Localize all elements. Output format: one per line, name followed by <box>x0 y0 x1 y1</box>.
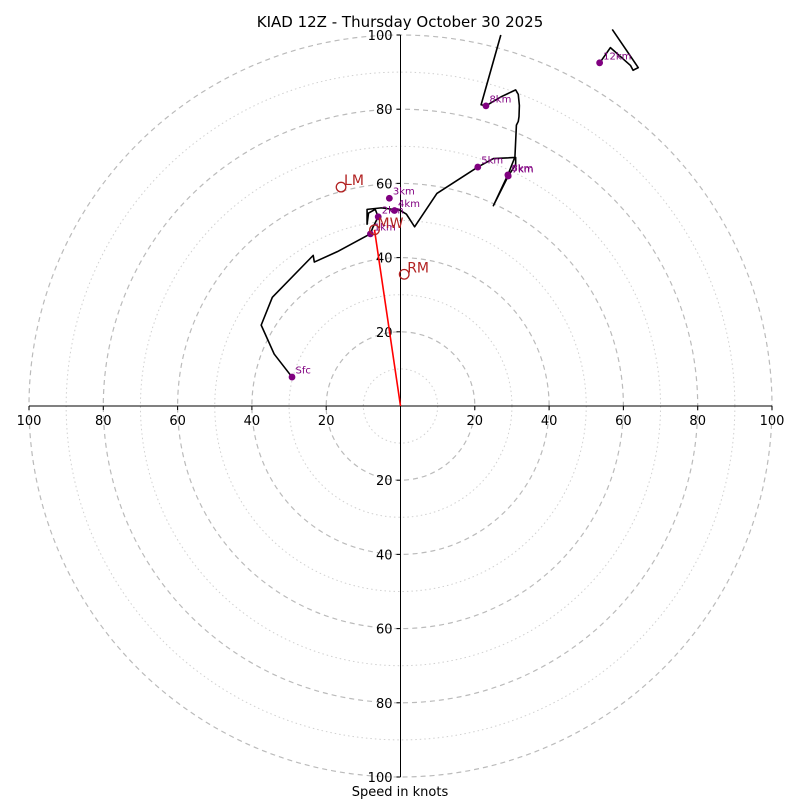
chart-title: KIAD 12Z - Thursday October 30 2025 <box>257 13 544 31</box>
height-marker-dot <box>482 102 490 110</box>
y-tick-label: 100 <box>368 29 393 44</box>
y-tick-label: 80 <box>376 697 393 712</box>
tick-labels: 100 80 60 40 20 20 40 60 80 100100806040202040608… <box>17 29 785 786</box>
height-marker-label: 7km <box>512 164 534 175</box>
x-tick-label: 80 <box>95 414 112 429</box>
height-marker-dot <box>374 213 382 221</box>
x-tick-label: 80 <box>689 414 706 429</box>
height-marker-label: 4km <box>398 199 420 210</box>
height-marker-label: 8km <box>489 94 511 105</box>
height-marker-dot <box>596 59 604 67</box>
height-marker-label: 5km <box>481 156 503 167</box>
height-marker-dot <box>367 230 374 238</box>
y-tick-label: 20 <box>376 474 393 489</box>
height-markers: Sfc1km2km3km4km5km6km7km8km12km <box>288 51 631 381</box>
x-tick-label: 100 <box>760 414 785 429</box>
storm-motion-marker <box>369 224 380 236</box>
height-marker-label: 12km <box>603 51 631 62</box>
height-marker-label: 6km <box>511 163 533 174</box>
shear-vector <box>373 229 402 407</box>
height-marker-label: 3km <box>393 187 415 198</box>
x-tick-label: 20 <box>318 414 335 429</box>
x-tick-label: 40 <box>244 414 261 429</box>
storm-motion-marker <box>398 268 410 280</box>
trace-line <box>260 34 521 378</box>
wind-profile-trace <box>260 28 640 378</box>
y-tick-label: 60 <box>376 177 393 192</box>
y-tick-label: 100 <box>368 771 393 786</box>
height-marker-dot <box>474 163 482 171</box>
x-tick-label: 100 <box>17 414 42 429</box>
y-tick-label: 80 <box>376 103 393 118</box>
height-marker-label: 1km <box>374 222 396 233</box>
x-tick-label: 60 <box>169 414 186 429</box>
trace-line-upper <box>600 28 640 72</box>
x-axis-label: Speed in knots <box>352 785 449 800</box>
y-tick-label: 20 <box>376 326 393 341</box>
storm-motion-label: RM <box>407 260 429 276</box>
height-marker-dot <box>288 373 296 381</box>
shear-vector-line <box>373 229 402 407</box>
x-tick-label: 60 <box>615 414 632 429</box>
storm-motion-label: LM <box>344 173 364 189</box>
height-marker-label: Sfc <box>296 366 311 377</box>
x-tick-label: 40 <box>541 414 558 429</box>
height-marker-dot <box>504 172 512 180</box>
y-tick-label: 40 <box>376 548 393 563</box>
storm-motion-markers: LM MW RM <box>335 173 429 280</box>
storm-motion-marker <box>335 181 347 193</box>
height-marker-dot <box>385 194 393 202</box>
height-marker-dot <box>391 207 398 214</box>
y-tick-label: 60 <box>376 623 393 638</box>
x-tick-label: 20 <box>467 414 484 429</box>
storm-motion-label: MW <box>377 216 403 232</box>
